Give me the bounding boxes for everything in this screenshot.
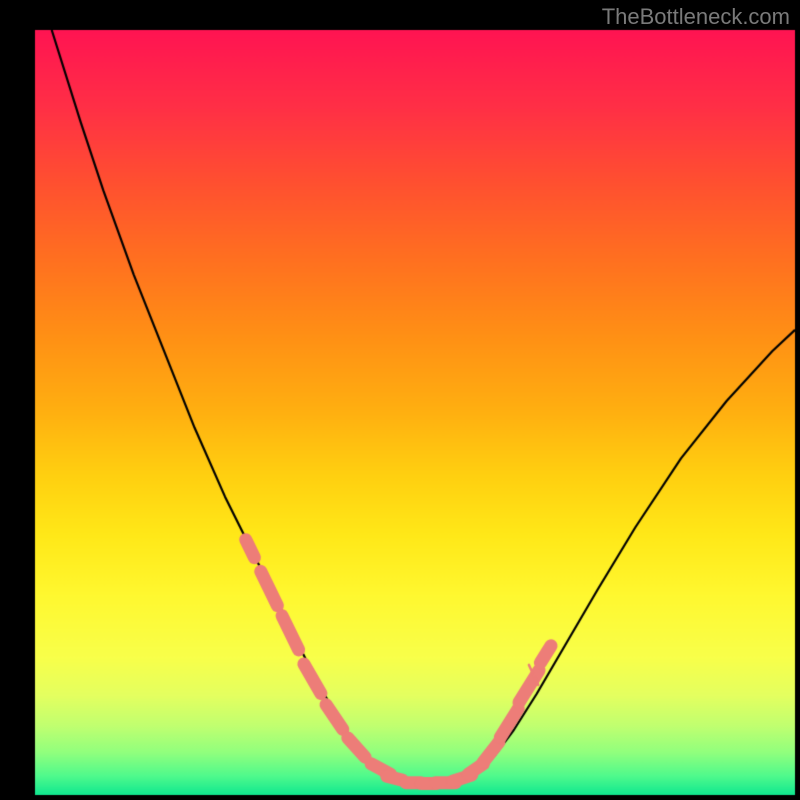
bottleneck-v-curve-chart	[0, 0, 800, 800]
chart-container: TheBottleneck.com	[0, 0, 800, 800]
